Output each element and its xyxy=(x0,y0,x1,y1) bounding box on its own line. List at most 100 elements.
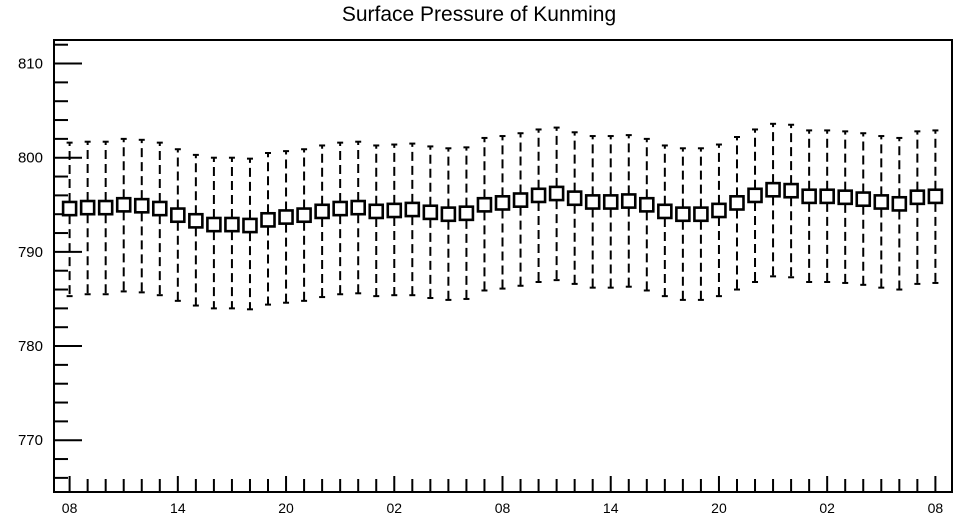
iqr-box xyxy=(133,197,150,214)
box-item xyxy=(675,147,691,301)
box-item xyxy=(314,144,330,299)
iqr-box xyxy=(909,189,926,206)
box-item xyxy=(115,137,132,293)
box-item xyxy=(188,153,204,307)
iqr-box xyxy=(620,193,637,209)
box-item xyxy=(927,129,944,284)
iqr-box xyxy=(170,207,186,224)
box-item xyxy=(602,135,619,289)
iqr-box xyxy=(530,187,547,204)
box-item xyxy=(296,148,312,302)
box-item xyxy=(368,144,385,298)
chart-title: Surface Pressure of Kunming xyxy=(341,3,617,26)
box-item xyxy=(242,157,258,311)
iqr-box xyxy=(693,206,709,223)
box-item xyxy=(584,135,601,289)
iqr-box xyxy=(458,205,475,222)
iqr-box xyxy=(548,185,565,202)
x-tick-label: 08 xyxy=(62,500,78,516)
iqr-box xyxy=(386,202,403,219)
box-item xyxy=(819,129,835,284)
iqr-box xyxy=(79,199,96,216)
iqr-box xyxy=(819,188,835,205)
iqr-box xyxy=(602,194,619,210)
box-item xyxy=(891,136,908,291)
iqr-box xyxy=(368,203,385,220)
iqr-box xyxy=(440,206,457,223)
iqr-box xyxy=(278,209,294,225)
box-item xyxy=(350,140,367,295)
iqr-box xyxy=(837,189,854,206)
x-tick-label: 20 xyxy=(711,500,727,516)
box-item xyxy=(855,132,872,286)
iqr-box xyxy=(927,188,944,205)
x-tick-label: 02 xyxy=(819,500,835,516)
iqr-box xyxy=(350,199,367,216)
iqr-box xyxy=(151,200,168,217)
box-item xyxy=(422,145,439,300)
iqr-box xyxy=(638,196,655,213)
box-item xyxy=(530,128,547,284)
box-item xyxy=(620,134,637,288)
iqr-box xyxy=(512,192,529,208)
box-item xyxy=(801,129,817,284)
iqr-box xyxy=(422,204,439,221)
x-tick-label: 08 xyxy=(495,500,511,516)
iqr-box xyxy=(729,195,745,211)
iqr-box xyxy=(476,196,493,213)
iqr-box xyxy=(584,194,601,210)
box-item xyxy=(224,156,240,310)
box-item xyxy=(386,143,403,297)
box-item xyxy=(476,136,493,292)
iqr-box xyxy=(296,207,312,224)
x-tick-label: 20 xyxy=(278,500,294,516)
box-item xyxy=(133,138,150,294)
box-item xyxy=(332,141,348,296)
box-item xyxy=(711,143,727,298)
iqr-box xyxy=(891,195,908,212)
y-tick-label: 780 xyxy=(18,338,43,355)
box-item xyxy=(278,150,294,304)
box-item xyxy=(206,156,222,310)
box-item xyxy=(494,135,511,290)
box-item xyxy=(440,147,457,301)
iqr-box xyxy=(314,203,330,220)
iqr-box xyxy=(566,190,583,207)
box-item xyxy=(747,128,763,284)
x-tick-label: 14 xyxy=(603,500,619,516)
x-axis: 08 14 20 02 08 14 20 02 08 xyxy=(62,476,944,516)
x-tick-label: 08 xyxy=(928,500,944,516)
y-axis: 770 780 790 800 810 xyxy=(18,43,82,479)
box-item xyxy=(783,123,799,279)
box-item xyxy=(512,132,529,287)
iqr-box xyxy=(332,200,348,217)
iqr-box xyxy=(61,200,78,217)
boxes-layer xyxy=(61,122,944,311)
iqr-box xyxy=(97,199,114,216)
iqr-box xyxy=(206,216,222,233)
iqr-box xyxy=(747,187,763,204)
box-item xyxy=(729,135,745,291)
iqr-box xyxy=(711,202,727,219)
box-item xyxy=(260,152,276,306)
iqr-box xyxy=(657,203,673,220)
box-item xyxy=(458,146,475,300)
iqr-box xyxy=(675,206,691,223)
x-tick-label: 02 xyxy=(386,500,402,516)
iqr-box xyxy=(855,191,872,208)
iqr-box xyxy=(188,212,204,229)
box-item xyxy=(693,147,709,301)
iqr-box xyxy=(242,217,258,234)
iqr-box xyxy=(801,188,817,205)
y-tick-label: 810 xyxy=(18,56,43,73)
x-tick-label: 14 xyxy=(170,500,186,516)
iqr-box xyxy=(260,211,276,228)
box-item xyxy=(79,140,96,296)
box-item xyxy=(61,141,78,298)
y-tick-label: 790 xyxy=(18,244,43,261)
iqr-box xyxy=(494,195,511,211)
box-item xyxy=(657,144,673,298)
iqr-box xyxy=(404,201,421,218)
box-item xyxy=(548,126,565,282)
box-item xyxy=(909,130,926,285)
